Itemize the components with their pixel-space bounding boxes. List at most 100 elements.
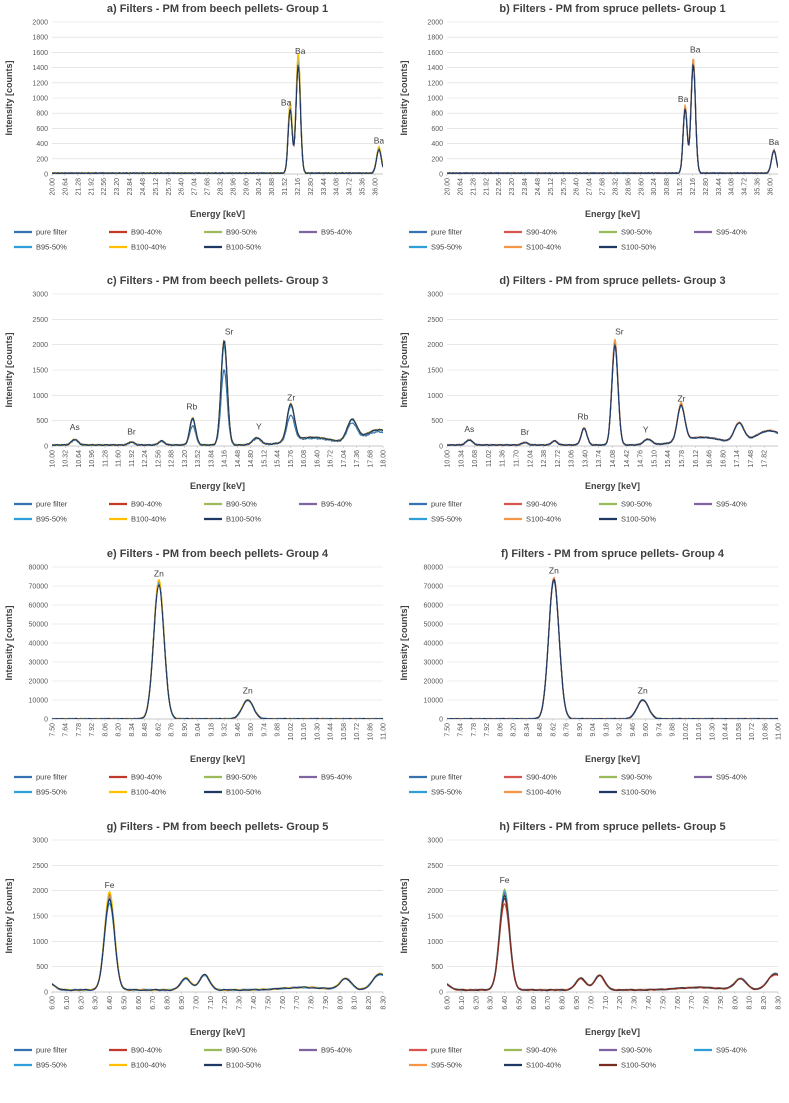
- legend-label: S90-50%: [621, 500, 652, 509]
- legend-label: B95-40%: [321, 1046, 352, 1055]
- y-tick-label: 0: [439, 717, 443, 724]
- x-tick-label: 16.40: [314, 450, 321, 468]
- y-tick-label: 1500: [427, 914, 443, 921]
- y-tick-label: 1600: [32, 50, 48, 57]
- legend-label: B100-40%: [131, 788, 166, 797]
- peak-annotation: Fe: [105, 880, 115, 890]
- peak-annotation: Sr: [225, 327, 234, 337]
- y-tick-label: 10000: [29, 698, 49, 705]
- x-tick-label: 22.56: [101, 178, 108, 196]
- chart-panel-c: c) Filters - PM from beech pellets- Grou…: [4, 275, 388, 524]
- legend-item: pure filter: [409, 500, 463, 509]
- chart-panel-d: d) Filters - PM from spruce pellets- Gro…: [399, 275, 778, 524]
- x-tick-label: 34.08: [334, 178, 341, 196]
- x-tick-label: 15.76: [288, 450, 295, 468]
- x-tick-label: 28.32: [217, 178, 224, 196]
- legend-label: B95-40%: [321, 500, 352, 509]
- x-tick-label: 13.52: [195, 450, 202, 468]
- x-tick-label: 27.68: [205, 178, 212, 196]
- series-line-B100-40%: [52, 52, 383, 174]
- legend-item: pure filter: [14, 773, 68, 782]
- x-tick-label: 10.58: [736, 723, 743, 741]
- x-tick-label: 10.02: [683, 723, 690, 741]
- y-tick-label: 2500: [427, 863, 443, 870]
- y-tick-label: 1800: [427, 35, 443, 42]
- x-tick-label: 8.76: [564, 723, 571, 737]
- x-tick-label: 30.88: [269, 178, 276, 196]
- y-tick-label: 400: [431, 141, 443, 148]
- x-tick-label: 8.48: [537, 723, 544, 737]
- x-tick-label: 17.82: [762, 450, 769, 468]
- legend-label: S90-50%: [621, 228, 652, 237]
- series-line-S90-50%: [447, 578, 778, 719]
- x-tick-label: 10.02: [288, 723, 295, 741]
- x-tick-label: 12.04: [527, 450, 534, 468]
- legend-item: S90-50%: [599, 1046, 652, 1055]
- x-tick-label: 16.12: [693, 450, 700, 468]
- legend-item: S95-50%: [409, 515, 462, 524]
- legend-item: B90-40%: [109, 500, 162, 509]
- peak-annotation: Ba: [769, 137, 780, 147]
- x-tick-label: 17.36: [354, 450, 361, 468]
- x-tick-label: 6.80: [560, 996, 567, 1010]
- legend-item: S90-50%: [599, 228, 652, 237]
- legend-item: B100-50%: [204, 1061, 261, 1070]
- legend-label: pure filter: [36, 500, 68, 509]
- legend-label: B95-50%: [36, 788, 67, 797]
- x-tick-label: 9.88: [670, 723, 677, 737]
- series-line-S100-40%: [447, 894, 778, 992]
- x-tick-label: 8.00: [337, 996, 344, 1010]
- legend-item: B95-50%: [14, 243, 67, 252]
- legend-label: S100-40%: [526, 1061, 561, 1070]
- series-line-B100-50%: [52, 897, 383, 992]
- peak-annotation: As: [464, 424, 474, 434]
- peak-annotation: Zr: [287, 392, 295, 402]
- legend-label: S95-50%: [431, 788, 462, 797]
- x-tick-label: 11.28: [102, 450, 109, 467]
- y-axis-label: Intensity [counts]: [399, 332, 409, 407]
- x-tick-label: 8.30: [776, 996, 783, 1010]
- legend-label: B100-50%: [226, 788, 261, 797]
- x-tick-label: 30.24: [256, 178, 263, 196]
- x-tick-label: 27.68: [600, 178, 607, 196]
- legend-item: B95-50%: [14, 788, 67, 797]
- x-tick-label: 7.60: [675, 996, 682, 1010]
- y-tick-label: 1400: [32, 65, 48, 72]
- x-tick-label: 7.20: [222, 996, 229, 1010]
- legend-label: S90-40%: [526, 228, 557, 237]
- series-line-S95-50%: [447, 60, 778, 174]
- series-line-S100-40%: [447, 338, 778, 446]
- chart-title: e) Filters - PM from beech pellets- Grou…: [107, 548, 329, 560]
- legend-item: B90-40%: [109, 1046, 162, 1055]
- y-tick-label: 2500: [32, 317, 48, 324]
- x-tick-label: 7.50: [660, 996, 667, 1010]
- x-tick-label: 16.80: [720, 450, 727, 468]
- y-tick-label: 600: [36, 126, 48, 133]
- x-tick-label: 6.30: [488, 996, 495, 1010]
- x-tick-label: 25.76: [166, 178, 173, 196]
- legend-item: B90-50%: [204, 500, 257, 509]
- x-tick-label: 15.44: [275, 450, 282, 468]
- chart-title: g) Filters - PM from beech pellets- Grou…: [107, 821, 329, 833]
- series-line-B95-40%: [52, 62, 383, 174]
- legend-item: S100-50%: [599, 243, 656, 252]
- y-tick-label: 80000: [424, 565, 444, 572]
- x-tick-label: 11.00: [381, 723, 388, 740]
- x-tick-label: 9.32: [617, 723, 624, 737]
- y-tick-label: 70000: [29, 584, 49, 591]
- x-tick-label: 7.00: [588, 996, 595, 1010]
- y-tick-label: 10000: [424, 698, 444, 705]
- legend-item: S100-40%: [504, 243, 561, 252]
- chart-title: d) Filters - PM from spruce pellets- Gro…: [499, 275, 725, 287]
- legend-label: pure filter: [36, 773, 68, 782]
- y-tick-label: 2000: [427, 342, 443, 349]
- legend-item: S90-40%: [504, 500, 557, 509]
- y-tick-label: 20000: [29, 679, 49, 686]
- x-tick-label: 11.92: [129, 450, 136, 467]
- y-tick-label: 0: [44, 990, 48, 997]
- legend-item: pure filter: [409, 1046, 463, 1055]
- x-tick-label: 15.10: [651, 450, 658, 468]
- legend-item: S100-50%: [599, 1061, 656, 1070]
- y-tick-label: 3000: [427, 838, 443, 845]
- legend-item: S100-40%: [504, 515, 561, 524]
